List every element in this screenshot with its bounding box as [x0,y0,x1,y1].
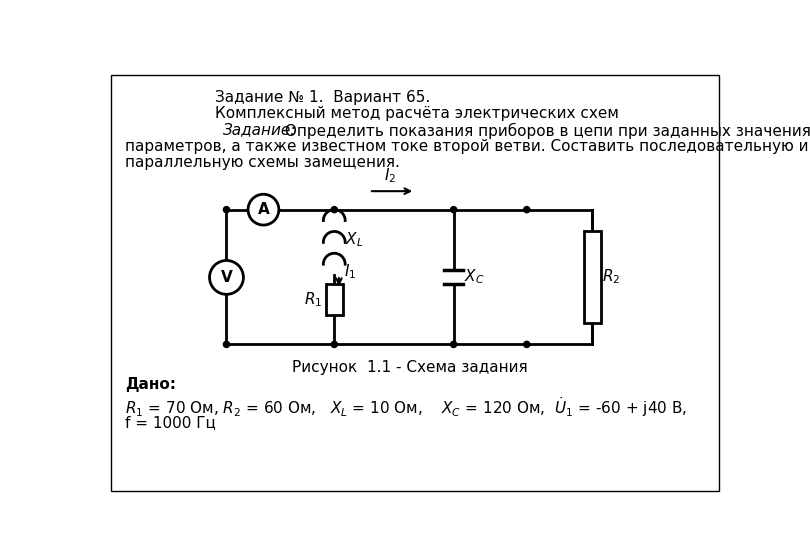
Text: $I_1$: $I_1$ [344,263,356,281]
Circle shape [331,207,337,213]
Text: V: V [220,270,232,285]
Text: Определить показания приборов в цепи при заданных значениях: Определить показания приборов в цепи при… [280,123,810,139]
Text: Комплексный метод расчёта электрических схем: Комплексный метод расчёта электрических … [215,106,619,121]
Text: $X_L$: $X_L$ [345,230,364,249]
Text: $R_1$ = 70 Ом, $R_2$ = 60 Ом,   $X_L$ = 10 Ом,    $X_C$ = 120 Ом,  $\dot{U}_1$ =: $R_1$ = 70 Ом, $R_2$ = 60 Ом, $X_L$ = 10… [125,395,687,419]
Circle shape [524,207,530,213]
Text: $R_2$: $R_2$ [603,268,620,286]
Text: Дано:: Дано: [125,377,176,392]
Bar [584,231,601,323]
Text: Задание № 1.  Вариант 65.: Задание № 1. Вариант 65. [215,90,430,105]
Text: f = 1000 Гц: f = 1000 Гц [125,416,215,430]
Circle shape [224,341,229,347]
Text: A: A [258,202,269,217]
Text: параллельную схемы замещения.: параллельную схемы замещения. [125,155,399,170]
Text: $I_2$: $I_2$ [385,166,397,185]
Circle shape [224,207,229,213]
Text: Задание:: Задание: [223,123,296,138]
Text: Рисунок  1.1 - Схема задания: Рисунок 1.1 - Схема задания [292,360,527,375]
Circle shape [331,341,337,347]
Circle shape [450,207,457,213]
Circle shape [210,260,244,295]
Circle shape [248,194,279,225]
Bar [326,284,343,315]
Circle shape [524,341,530,347]
Text: параметров, а также известном токе второй ветви. Составить последовательную и: параметров, а также известном токе второ… [125,139,808,154]
Text: $X_C$: $X_C$ [463,268,484,286]
Text: $R_1$: $R_1$ [305,291,322,309]
Circle shape [450,341,457,347]
